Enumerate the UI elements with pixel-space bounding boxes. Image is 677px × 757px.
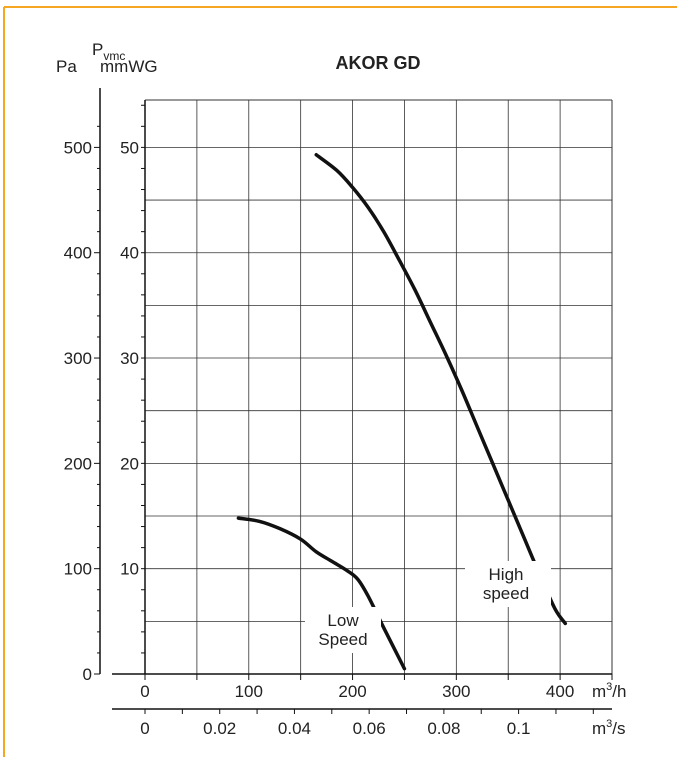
y-axis-right-tick-label: 50 — [120, 138, 139, 157]
x-axis-secondary-unit-base: m — [592, 719, 606, 738]
x-axis-secondary-tick-label: 0.06 — [353, 719, 386, 738]
x-axis-primary-tick-label: 200 — [338, 682, 366, 701]
y-axis-right-tick-label: 10 — [120, 560, 139, 579]
x-axis-primary-unit: m3/h — [592, 681, 626, 701]
y-axis-right-tick-label: 40 — [120, 244, 139, 263]
y-axis-left-tick-label: 300 — [64, 349, 92, 368]
y-axis-right-label-main: P — [92, 40, 103, 59]
x-axis-secondary-unit-tail: /s — [612, 719, 625, 738]
x-axis-primary-tick-label: 0 — [140, 682, 149, 701]
x-axis-secondary-tick-label: 0.1 — [507, 719, 531, 738]
x-axis-primary-unit-exp: 3 — [606, 681, 612, 693]
x-axis-secondary-tick-label: 0.08 — [427, 719, 460, 738]
series-label-1: speed — [483, 584, 529, 603]
series-line-1 — [314, 153, 568, 626]
y-axis-right-label: Pvmc — [92, 40, 125, 63]
x-axis-primary-tick-label: 300 — [442, 682, 470, 701]
x-axis-secondary-tick-label: 0.02 — [203, 719, 236, 738]
x-axis-secondary-unit: m3/s — [592, 718, 626, 738]
y-axis-right-tick-label: 20 — [120, 454, 139, 473]
series-label-1: High — [489, 565, 524, 584]
series-label-0: Low — [327, 611, 359, 630]
y-axis-left-tick-label: 500 — [64, 138, 92, 157]
chart-title: AKOR GD — [336, 53, 421, 73]
y-axis-left-tick-label: 200 — [64, 454, 92, 473]
x-axis-secondary-tick-label: 0 — [140, 719, 149, 738]
x-axis-primary-tick-label: 400 — [546, 682, 574, 701]
x-axis-secondary-unit-exp: 3 — [606, 718, 612, 730]
y-axis-right-unit: mmWG — [100, 57, 158, 76]
y-axis-left-label: Pa — [56, 57, 77, 76]
series-label-0: Speed — [318, 630, 367, 649]
x-axis-secondary-tick-label: 0.04 — [278, 719, 311, 738]
y-axis-left-tick-label: 100 — [64, 560, 92, 579]
y-axis-right-label-sub: vmc — [103, 49, 125, 63]
y-axis-left-tick-label: 0 — [83, 665, 92, 684]
series-label-background-0 — [305, 607, 381, 653]
x-axis-primary-unit-tail: /h — [612, 682, 626, 701]
y-axis-right-tick-label: 30 — [120, 349, 139, 368]
series-label-background-1 — [465, 561, 551, 607]
x-axis-primary-unit-base: m — [592, 682, 606, 701]
x-axis-primary-tick-label: 100 — [235, 682, 263, 701]
y-axis-left-tick-label: 400 — [64, 244, 92, 263]
series-line-0 — [236, 516, 407, 671]
